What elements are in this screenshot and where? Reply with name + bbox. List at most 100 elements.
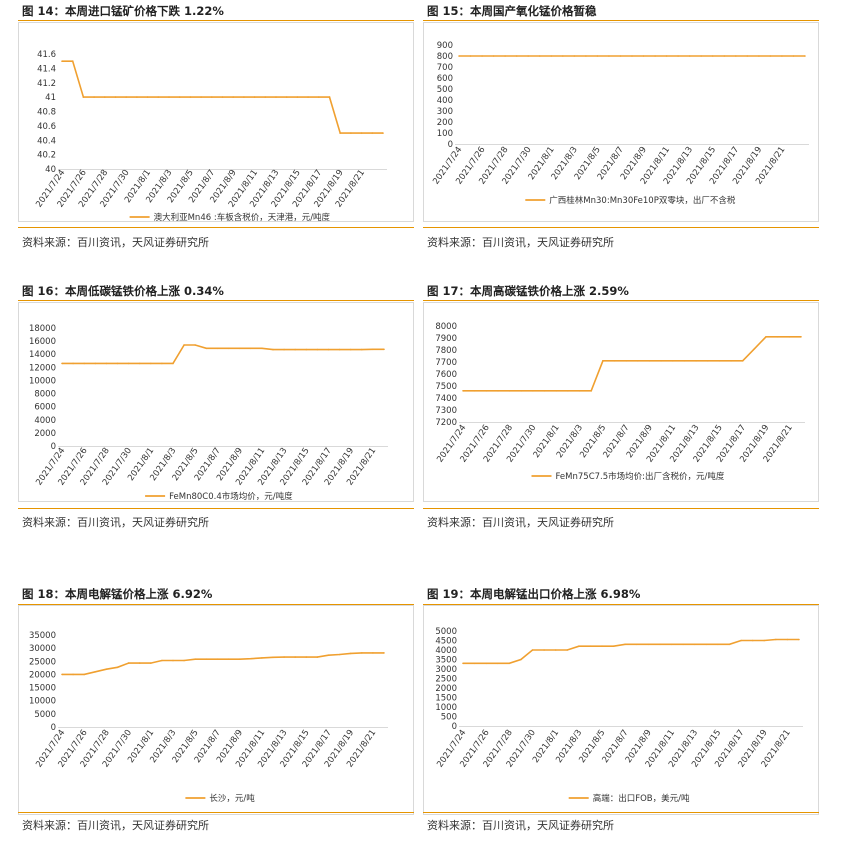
source-note: 资料来源：百川资讯，天风证券研究所 — [22, 236, 209, 249]
data-point — [492, 55, 495, 57]
data-point — [589, 645, 592, 647]
data-point — [585, 55, 587, 57]
data-point — [116, 666, 119, 669]
chart-frame — [18, 605, 414, 815]
data-point — [776, 336, 779, 338]
data-point — [647, 643, 650, 646]
data-point — [682, 643, 684, 646]
data-point — [285, 96, 288, 98]
y-tick-label: 200 — [437, 118, 453, 128]
data-point — [608, 55, 610, 57]
y-tick-label: 18000 — [29, 324, 56, 334]
data-point — [730, 360, 732, 362]
data-point — [261, 347, 263, 350]
data-point — [261, 657, 263, 659]
data-point — [138, 362, 141, 365]
series-line — [62, 344, 384, 365]
data-point — [723, 55, 726, 57]
figure-title: 图 14：本周进口锰矿价格下跌 1.22% — [22, 4, 224, 18]
data-point — [238, 347, 241, 350]
data-point — [677, 55, 679, 57]
data-point — [161, 659, 163, 662]
data-point — [150, 362, 152, 365]
y-tick-label: 10000 — [29, 697, 56, 707]
data-point — [578, 645, 580, 647]
line-chart: 050001000015000200002500030000350002021/… — [18, 605, 414, 815]
chart-frame — [423, 302, 819, 502]
data-point — [316, 656, 319, 658]
data-point — [205, 658, 208, 660]
data-point — [578, 390, 581, 392]
data-point — [775, 638, 777, 641]
figure-19-panel: 图 19：本周电解锰出口价格上涨 6.98% 0 500 1000 1500 2000 2… — [423, 583, 819, 833]
data-point — [296, 96, 299, 98]
data-point — [216, 347, 219, 350]
data-point — [753, 348, 756, 350]
data-point — [543, 649, 545, 651]
y-tick-label: 0 — [51, 723, 56, 733]
data-point — [71, 60, 74, 62]
data-point — [462, 390, 464, 392]
data-point — [631, 55, 633, 57]
chart-frame — [18, 22, 414, 222]
y-tick-label: 700 — [437, 63, 453, 73]
y-tick-label: 0 — [452, 722, 457, 732]
y-tick-label: 16000 — [29, 337, 56, 347]
data-point — [272, 348, 274, 351]
data-point — [473, 390, 476, 392]
data-point — [338, 653, 341, 656]
data-point — [183, 344, 185, 346]
line-chart: 0 2000 4000 6000 8000 10000 12000 14000 16000 180… — [18, 302, 414, 502]
data-point — [194, 658, 196, 660]
data-point — [114, 96, 117, 98]
data-point — [462, 662, 464, 665]
data-point — [200, 96, 202, 98]
figure-title: 图 19：本周电解锰出口价格上涨 6.98% — [427, 587, 641, 601]
data-point — [508, 662, 511, 665]
data-point — [497, 390, 499, 392]
data-point — [515, 55, 518, 57]
data-point — [648, 360, 651, 362]
data-point — [61, 362, 63, 365]
data-point — [83, 673, 85, 676]
title-rule — [18, 20, 414, 21]
data-point — [94, 362, 97, 365]
data-point — [216, 658, 219, 660]
y-tick-label: 0 — [51, 442, 56, 452]
y-tick-label: 8000 — [34, 390, 56, 400]
data-point — [700, 55, 702, 57]
data-point — [294, 348, 297, 351]
data-point — [275, 96, 277, 98]
data-point — [146, 96, 149, 98]
data-point — [183, 659, 185, 662]
legend-label: 高端：出口FOB，美元/吨 — [593, 793, 690, 804]
data-point — [688, 55, 691, 57]
line-chart: 01002003004005006007008009002021/7/24202… — [423, 22, 819, 222]
data-point — [624, 643, 626, 646]
data-point — [138, 662, 141, 664]
data-point — [227, 347, 230, 350]
data-point — [105, 362, 108, 365]
data-point — [485, 662, 487, 665]
source-rule — [18, 508, 414, 509]
source-rule — [423, 812, 819, 813]
data-point — [305, 656, 308, 658]
y-tick-label: 400 — [437, 96, 453, 106]
figure-16-panel: 图 16：本周低碳锰铁价格上涨 0.34% 0 2000 4000 6000 8000 1… — [18, 280, 414, 530]
data-point — [555, 390, 557, 392]
data-point — [360, 132, 363, 134]
data-point — [573, 55, 576, 57]
data-point — [659, 643, 661, 646]
data-point — [125, 96, 127, 98]
data-point — [116, 362, 119, 365]
legend-label: FeMn75C7.5市场均价:出厂含税价，元/吨度 — [556, 471, 725, 482]
data-point — [481, 55, 483, 57]
data-point — [250, 347, 252, 350]
y-tick-label: 40.6 — [37, 122, 56, 132]
data-point — [550, 55, 553, 57]
series-line — [463, 335, 801, 392]
figure-17-panel: 图 17：本周高碳锰铁价格上涨 2.59% 7200 7300 7400 7500 76… — [423, 280, 819, 530]
y-tick-label: 3500 — [435, 656, 457, 666]
y-tick-label: 300 — [437, 107, 453, 117]
data-point — [327, 654, 330, 656]
